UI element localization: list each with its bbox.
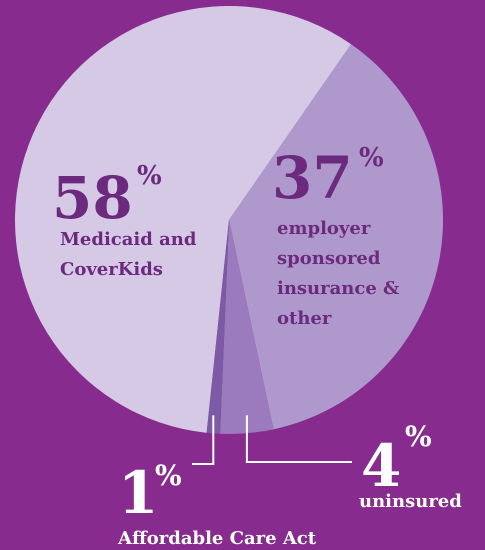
slice-label-employer-line4: other	[277, 308, 332, 329]
slice-value-aca: 1	[118, 459, 158, 527]
slice-value-employer: 37	[272, 144, 353, 212]
slice-label-uninsured: uninsured	[359, 491, 462, 512]
slice-percent-employer: %	[359, 143, 384, 173]
slice-aca	[206, 220, 229, 434]
leader-line-aca	[192, 415, 215, 465]
slice-label-employer-line2: sponsored	[277, 248, 381, 269]
slice-label-employer-line3: insurance &	[277, 278, 399, 299]
slice-value-uninsured: 4	[361, 432, 401, 500]
slice-medicaid	[14, 5, 352, 433]
slice-percent-uninsured: %	[405, 420, 432, 453]
slice-percent-medicaid: %	[137, 161, 162, 191]
slice-label-medicaid-line1: Medicaid and	[60, 229, 197, 250]
slice-uninsured	[220, 220, 274, 434]
slice-label-employer-line1: employer	[277, 218, 371, 239]
slice-employer	[229, 44, 443, 430]
slice-label-medicaid-line2: CoverKids	[60, 259, 163, 280]
slice-percent-aca: %	[155, 459, 182, 492]
slice-label-aca: Affordable Care Act	[117, 528, 317, 549]
slice-value-medicaid: 58	[52, 164, 133, 232]
leader-line-uninsured	[245, 415, 352, 463]
